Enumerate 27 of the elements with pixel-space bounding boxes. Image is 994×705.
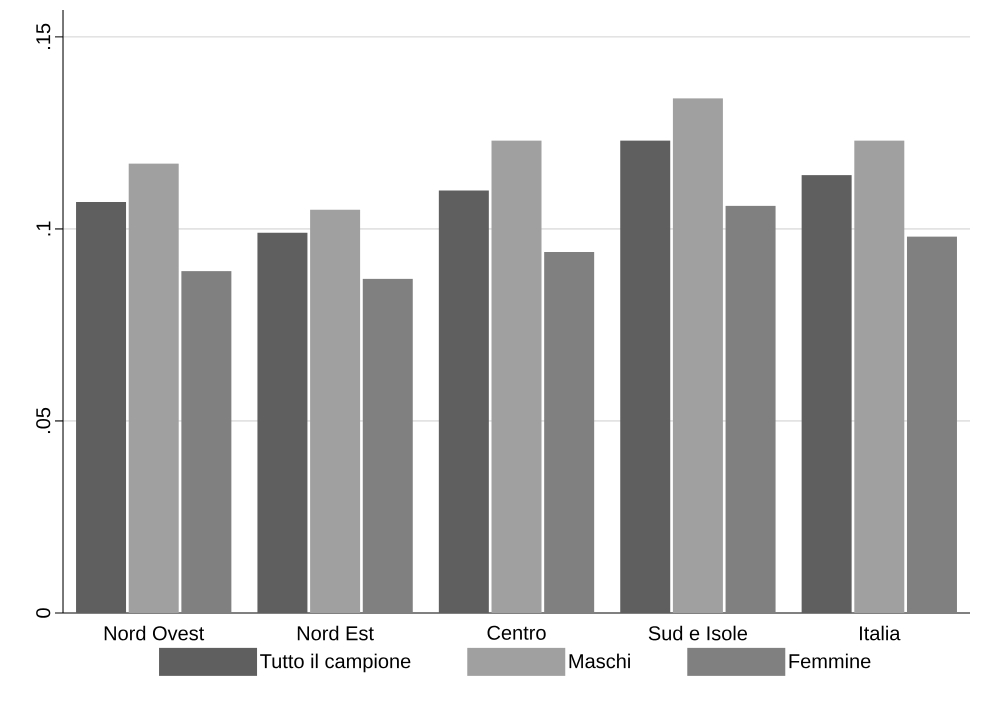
bar xyxy=(620,140,670,613)
y-tick-label: .1 xyxy=(36,222,50,236)
bar xyxy=(438,190,489,613)
bar xyxy=(726,206,776,613)
x-tick-label: Nord Ovest xyxy=(104,626,204,640)
x-tick-label: Centro xyxy=(488,626,546,640)
x-tick-label: Nord Est xyxy=(298,626,374,640)
bar xyxy=(257,232,308,613)
bar xyxy=(906,236,957,613)
bar xyxy=(310,210,360,613)
legend-label: Femmine xyxy=(790,654,870,668)
bar xyxy=(128,164,179,613)
bar xyxy=(544,252,594,613)
y-tick-label: .05 xyxy=(36,408,50,434)
y-tick-label: 0 xyxy=(36,608,50,618)
bar xyxy=(76,202,126,613)
bar xyxy=(362,278,413,613)
legend-label: Maschi xyxy=(570,654,630,668)
bar xyxy=(492,140,542,613)
x-tick-label: Sud e Isole xyxy=(648,626,748,640)
legend-label: Tutto il campione xyxy=(260,654,410,672)
x-tick-label: Italia xyxy=(860,626,900,640)
bar xyxy=(181,271,232,613)
bar xyxy=(672,98,723,613)
bar xyxy=(854,140,904,613)
bar xyxy=(802,175,852,613)
y-tick-label: .15 xyxy=(36,24,50,49)
